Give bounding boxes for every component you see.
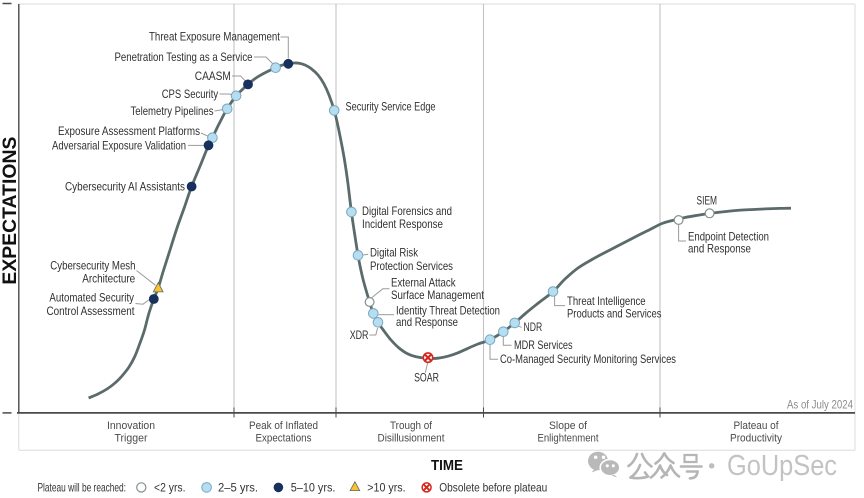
- svg-text:Architecture: Architecture: [82, 272, 135, 285]
- svg-text:CPS Security: CPS Security: [162, 88, 219, 101]
- svg-text:and Response: and Response: [688, 243, 751, 256]
- svg-text:Identity Threat Detection: Identity Threat Detection: [396, 304, 500, 317]
- svg-text:External Attack: External Attack: [391, 277, 456, 290]
- svg-text:and Response: and Response: [396, 316, 458, 329]
- svg-text:Protection Services: Protection Services: [370, 260, 453, 273]
- svg-text:Slope of: Slope of: [549, 420, 588, 432]
- svg-text:Plateau will be reached:: Plateau will be reached:: [38, 480, 127, 494]
- svg-text:Endpoint Detection: Endpoint Detection: [688, 230, 769, 243]
- svg-text:Threat Exposure Management: Threat Exposure Management: [149, 31, 281, 44]
- svg-text:Innovation: Innovation: [107, 420, 155, 432]
- svg-text:Penetration Testing as a Servi: Penetration Testing as a Service: [115, 51, 253, 64]
- svg-text:Cybersecurity Mesh: Cybersecurity Mesh: [50, 259, 135, 272]
- svg-text:Cybersecurity AI Assistants: Cybersecurity AI Assistants: [65, 180, 185, 193]
- svg-text:Plateau of: Plateau of: [734, 420, 780, 432]
- svg-text:Security Service Edge: Security Service Edge: [346, 100, 436, 113]
- svg-text:Incident Response: Incident Response: [362, 218, 443, 231]
- svg-text:As of July 2024: As of July 2024: [787, 397, 853, 411]
- svg-text:Co-Managed Security Monitoring: Co-Managed Security Monitoring Services: [500, 353, 676, 366]
- svg-text:Expectations: Expectations: [256, 433, 312, 445]
- svg-text:Surface Management: Surface Management: [391, 289, 485, 302]
- svg-text:5–10 yrs.: 5–10 yrs.: [291, 480, 336, 494]
- svg-text:NDR: NDR: [524, 321, 543, 334]
- svg-text:Automated Security: Automated Security: [49, 292, 134, 305]
- svg-text:Threat Intelligence: Threat Intelligence: [567, 295, 646, 308]
- svg-text:Control Assessment: Control Assessment: [47, 305, 136, 318]
- svg-text:XDR: XDR: [350, 329, 369, 342]
- svg-text:TIME: TIME: [431, 457, 463, 474]
- svg-text:EXPECTATIONS: EXPECTATIONS: [0, 137, 21, 285]
- svg-text:Digital Forensics and: Digital Forensics and: [362, 205, 452, 218]
- svg-text:Trigger: Trigger: [115, 433, 148, 445]
- svg-text:<2 yrs.: <2 yrs.: [154, 480, 186, 494]
- svg-text:>10 yrs.: >10 yrs.: [367, 480, 405, 494]
- svg-text:Productivity: Productivity: [730, 433, 782, 445]
- svg-text:Telemetry Pipelines: Telemetry Pipelines: [131, 105, 214, 118]
- svg-text:Digital Risk: Digital Risk: [370, 247, 418, 260]
- svg-text:Trough of: Trough of: [390, 420, 433, 432]
- svg-text:SOAR: SOAR: [414, 372, 439, 385]
- svg-text:Adversarial Exposure Validatio: Adversarial Exposure Validation: [52, 139, 186, 152]
- svg-text:MDR Services: MDR Services: [514, 339, 573, 352]
- svg-text:Enlightenment: Enlightenment: [538, 433, 599, 445]
- svg-text:2–5 yrs.: 2–5 yrs.: [218, 480, 258, 494]
- svg-text:Exposure Assessment Platforms: Exposure Assessment Platforms: [58, 125, 200, 138]
- svg-text:Peak of Inflated: Peak of Inflated: [249, 420, 318, 432]
- svg-text:GoUpSec: GoUpSec: [727, 450, 837, 482]
- svg-text:SIEM: SIEM: [697, 195, 718, 208]
- svg-text:Disillusionment: Disillusionment: [378, 433, 445, 445]
- svg-text:CAASM: CAASM: [195, 70, 231, 83]
- svg-text:Products and Services: Products and Services: [567, 308, 662, 321]
- svg-text:Obsolete before plateau: Obsolete before plateau: [439, 480, 547, 494]
